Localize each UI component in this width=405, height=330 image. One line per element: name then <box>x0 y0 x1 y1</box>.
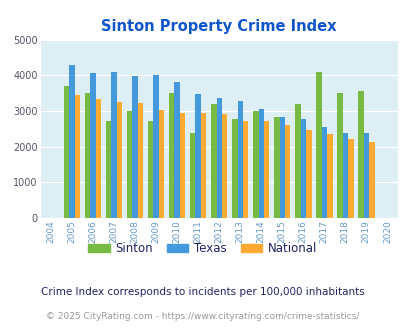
Bar <box>69 65 75 218</box>
Bar <box>200 114 206 218</box>
Bar <box>90 73 96 218</box>
Bar <box>127 111 132 218</box>
Bar <box>363 133 368 218</box>
Bar <box>216 98 222 218</box>
Bar <box>232 119 237 218</box>
Bar <box>190 133 195 218</box>
Bar <box>273 116 279 218</box>
Bar <box>315 72 321 218</box>
Bar <box>284 125 290 218</box>
Bar <box>179 113 185 218</box>
Bar <box>242 121 248 218</box>
Bar <box>258 110 263 218</box>
Legend: Sinton, Texas, National: Sinton, Texas, National <box>83 237 322 260</box>
Bar <box>85 93 90 218</box>
Bar <box>321 127 326 218</box>
Bar <box>222 115 227 218</box>
Bar <box>279 116 284 218</box>
Bar <box>326 134 332 218</box>
Bar <box>237 101 242 218</box>
Bar <box>117 102 122 218</box>
Bar <box>174 82 179 218</box>
Title: Sinton Property Crime Index: Sinton Property Crime Index <box>101 19 336 34</box>
Bar <box>158 110 164 218</box>
Bar <box>342 133 347 218</box>
Bar <box>138 103 143 218</box>
Bar <box>263 121 269 218</box>
Bar <box>75 95 80 218</box>
Bar <box>148 121 153 218</box>
Text: Crime Index corresponds to incidents per 100,000 inhabitants: Crime Index corresponds to incidents per… <box>41 287 364 297</box>
Bar <box>195 94 200 218</box>
Bar <box>357 91 363 218</box>
Bar <box>211 104 216 218</box>
Bar <box>111 72 117 218</box>
Bar <box>336 93 342 218</box>
Bar <box>252 111 258 218</box>
Text: © 2025 CityRating.com - https://www.cityrating.com/crime-statistics/: © 2025 CityRating.com - https://www.city… <box>46 312 359 321</box>
Bar <box>294 104 300 218</box>
Bar <box>106 121 111 218</box>
Bar <box>64 86 69 218</box>
Bar <box>300 119 305 218</box>
Bar <box>368 142 374 218</box>
Bar <box>132 76 138 218</box>
Bar <box>347 139 353 218</box>
Bar <box>153 75 158 218</box>
Bar <box>168 93 174 218</box>
Bar <box>96 99 101 218</box>
Bar <box>305 130 311 218</box>
